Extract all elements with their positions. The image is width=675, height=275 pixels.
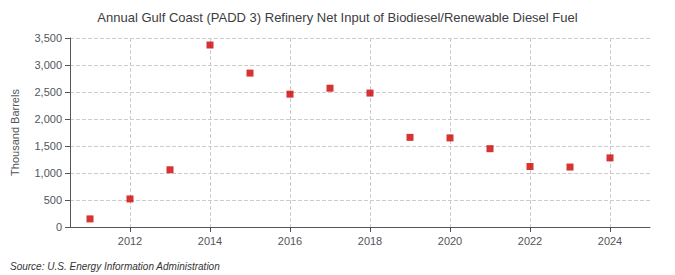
svg-text:Source: U.S. Energy Informatio: Source: U.S. Energy Information Administ… bbox=[10, 261, 220, 272]
svg-text:500: 500 bbox=[44, 194, 62, 206]
svg-text:2016: 2016 bbox=[278, 235, 302, 247]
svg-text:3,500: 3,500 bbox=[34, 32, 62, 44]
svg-text:0: 0 bbox=[56, 221, 62, 233]
svg-text:3,000: 3,000 bbox=[34, 59, 62, 71]
svg-text:Annual Gulf Coast (PADD 3) Ref: Annual Gulf Coast (PADD 3) Refinery Net … bbox=[97, 10, 577, 25]
svg-text:2018: 2018 bbox=[358, 235, 382, 247]
svg-text:2024: 2024 bbox=[598, 235, 622, 247]
svg-text:Thousand Barrels: Thousand Barrels bbox=[9, 89, 21, 176]
svg-text:2,000: 2,000 bbox=[34, 113, 62, 125]
svg-text:2,500: 2,500 bbox=[34, 86, 62, 98]
svg-text:2020: 2020 bbox=[438, 235, 462, 247]
svg-text:2022: 2022 bbox=[518, 235, 542, 247]
svg-text:2012: 2012 bbox=[118, 235, 142, 247]
svg-text:1,500: 1,500 bbox=[34, 140, 62, 152]
svg-text:2014: 2014 bbox=[198, 235, 222, 247]
svg-text:1,000: 1,000 bbox=[34, 167, 62, 179]
